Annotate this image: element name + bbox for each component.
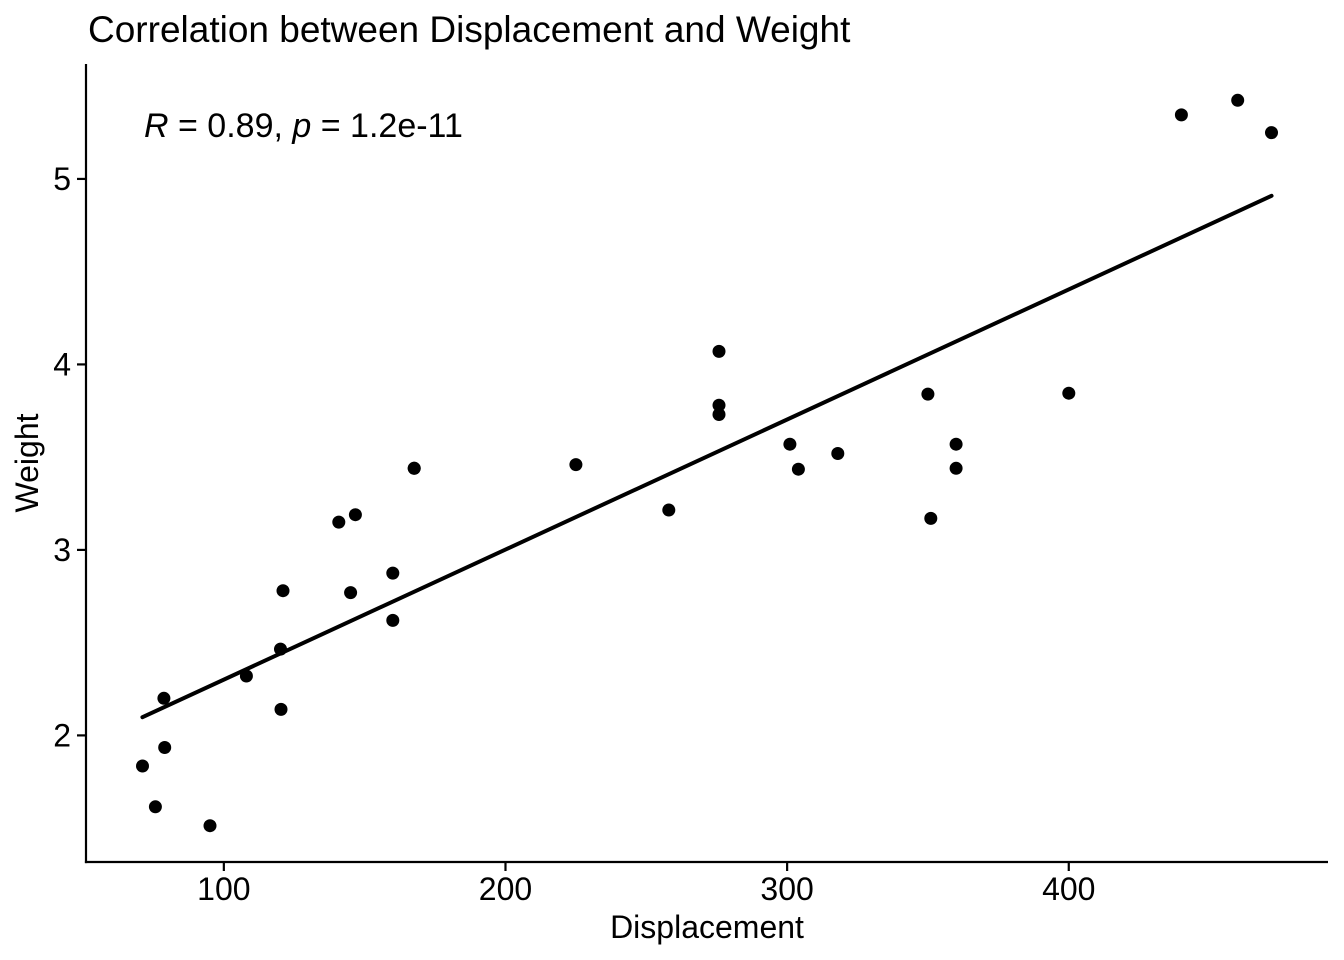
y-tick-label: 4 [53,346,71,382]
correlation-annotation: R = 0.89, p = 1.2e-11 [144,107,463,145]
data-point [136,759,149,773]
data-point [712,408,726,421]
data-point [949,461,963,475]
data-point [332,515,346,529]
x-tick-label: 300 [760,871,813,907]
x-tick-label: 100 [197,871,250,907]
data-point [407,461,421,475]
data-point [274,642,287,656]
data-point [344,586,358,600]
data-point [158,741,172,754]
x-axis-title: Displacement [610,909,804,945]
data-point [148,800,162,814]
r-symbol: R [144,107,169,145]
data-point [1062,386,1076,400]
x-tick-label: 200 [479,871,532,907]
r-value-text: = 0.89, [169,107,293,145]
data-point [274,702,288,716]
p-value-text: = 1.2e-11 [311,107,463,145]
data-point [921,387,935,401]
data-point [386,613,400,627]
data-point [348,508,362,522]
trend-layer [140,193,1274,720]
data-point [1231,93,1245,107]
data-point [949,437,963,451]
data-point [831,447,845,460]
regression-line [140,193,1274,720]
data-point [239,669,253,683]
plot-title: Correlation between Displacement and Wei… [88,9,851,50]
data-point [712,398,726,412]
y-tick-label: 2 [53,717,71,753]
data-point [791,462,805,476]
data-point [1265,126,1278,140]
x-tick-label: 400 [1042,871,1095,907]
y-tick-label: 3 [53,532,71,568]
data-point [783,437,797,451]
axes: 100 200 300 400 2 3 4 5 [53,64,1328,907]
p-symbol: p [291,107,311,145]
data-point [569,458,583,472]
data-points-layer [136,93,1278,833]
data-point [712,344,726,358]
data-point [386,566,400,580]
data-point [276,584,290,598]
data-point [1174,108,1188,122]
data-point [203,819,217,833]
y-axis-title: Weight [9,413,45,512]
data-point [157,691,171,705]
data-point [924,511,938,525]
y-tick-label: 5 [53,161,71,197]
data-point [662,503,676,517]
